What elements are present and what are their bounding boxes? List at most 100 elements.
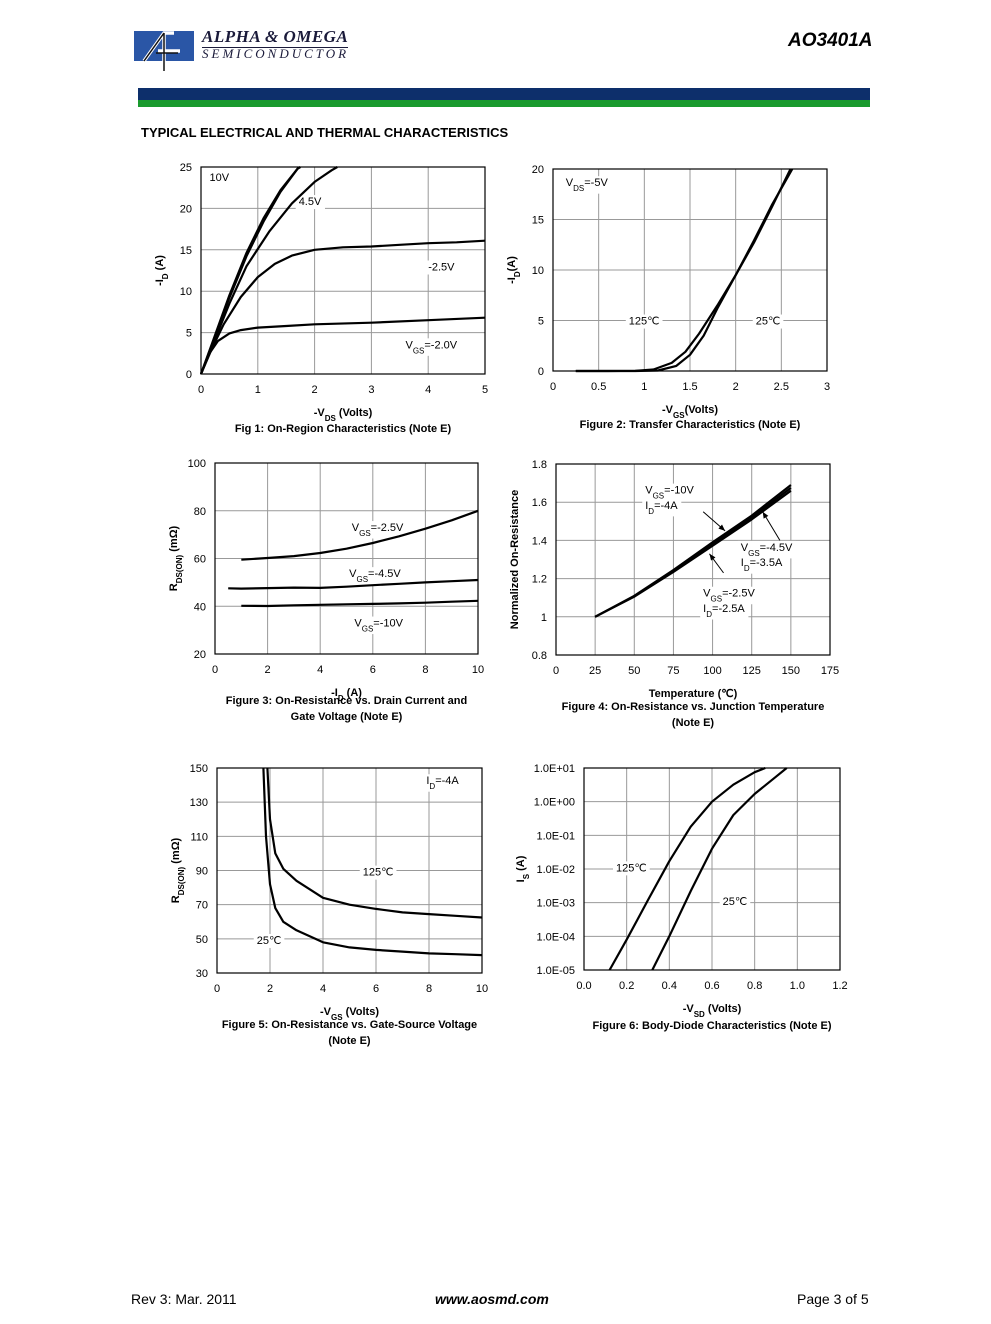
y-tick-label: 10 [180,286,192,298]
series-line-1 [266,767,483,919]
annotation-label: ID=-2.5A [703,603,745,619]
annotation-background [423,774,463,792]
y-tick-label: 0 [538,366,544,378]
figure-caption: Figure 4: On-Resistance vs. Junction Tem… [562,701,825,713]
y-tick-label: 15 [532,215,544,227]
y-tick-label: 100 [188,458,206,470]
y-tick-label: 1 [541,612,547,624]
annotation-label: VGS=-10V [645,485,694,501]
annotation-background [402,338,461,356]
x-tick-label: 25 [589,665,601,677]
annotation-label: 125℃ [363,867,394,879]
series-line-2 [575,168,794,373]
annotation-label: 25℃ [257,935,282,947]
x-tick-label: 3 [824,381,830,393]
alpha-omega-logo-icon [134,31,194,71]
y-tick-label: 90 [196,866,208,878]
y-tick-label: 1.0E-04 [536,931,575,943]
annotation-background [206,171,233,186]
annotation-background [719,895,751,910]
y-tick-label: 30 [196,968,208,980]
x-tick-label: 4 [320,983,326,995]
y-tick-label: 10 [532,265,544,277]
fig1-chart: 0 1 2 3 4 5 0 5 10 15 20 25 10V 4.5V -2.5V VGS=-2.0V -VD… [154,162,488,435]
y-tick-label: 70 [196,900,208,912]
x-tick-label: 50 [628,665,640,677]
annotations: 125℃ 25℃ [613,861,751,910]
arrow-head [718,524,726,531]
y-tick-label: 130 [190,797,208,809]
y-axis-label: RDS(ON) (mΩ) [168,525,184,591]
x-tick-label: 0.8 [747,980,762,992]
y-tick-label: 110 [190,831,208,843]
y-tick-label: 20 [180,203,192,215]
plot-frame [552,168,828,372]
x-tick-label: 0.4 [662,980,677,992]
y-tick-label: 0.8 [532,650,547,662]
annotation-background [700,602,749,620]
figure-caption: Figure 6: Body-Diode Characteristics (No… [593,1020,832,1032]
x-tick-label: 2 [265,664,271,676]
annotation-label: VGS=-4.5V [741,542,793,558]
y-tick-label: 20 [532,164,544,176]
annotation-label: 125℃ [629,316,660,328]
annotation-background [351,616,407,635]
x-tick-label: 0 [214,983,220,995]
figure-caption: Figure 2: Transfer Characteristics (Note… [580,419,801,431]
series-line-3 [594,489,792,618]
x-tick-label: 8 [426,983,432,995]
x-tick-label: 2 [312,384,318,396]
x-tick-label: 1 [641,381,647,393]
x-tick-label: 6 [370,664,376,676]
annotation-label: ID=-3.5A [741,557,783,573]
x-tick-label: 175 [821,665,839,677]
annotations: ID=-4A 125℃ 25℃ [253,774,463,948]
annotation-label: ID=-4A [426,775,459,791]
y-axis-label: -ID (A) [154,255,170,286]
annotation-label: 25℃ [756,316,781,328]
annotation-background [752,314,784,329]
x-axis-label: -VGS (Volts) [320,1006,379,1022]
fig5-chart: 0 2 4 6 8 10 30 50 70 90 110 130 150 ID=-4A 125℃ 25℃ -VG… [170,763,488,1047]
x-tick-label: 4 [425,384,431,396]
y-tick-label: 40 [194,601,206,613]
series-line-1 [608,766,766,971]
x-tick-label: 2 [733,381,739,393]
x-tick-label: 100 [703,665,721,677]
footer-revision: Rev 3: Mar. 2011 [131,1291,237,1307]
annotations: 10V 4.5V -2.5V VGS=-2.0V [206,171,461,356]
annotation-label: ID=-4A [645,500,678,516]
y-tick-label: 1.0E-02 [536,864,575,876]
annotation-background [737,540,797,559]
series-line-2 [228,578,479,590]
y-axis-label: IS (A) [515,855,531,882]
series-line-2 [651,767,788,971]
y-tick-label: 50 [196,934,208,946]
figure-caption: Figure 5: On-Resistance vs. Gate-Source … [222,1019,477,1031]
plot-frame [583,767,841,971]
footer-website[interactable]: www.aosmd.com [435,1291,549,1307]
y-tick-label: 1.4 [532,535,547,547]
company-logo [134,29,194,73]
series-line-2 [199,166,300,375]
x-tick-label: 2 [267,983,273,995]
x-tick-label: 5 [482,384,488,396]
series-line-4 [199,239,486,375]
x-tick-label: 0.5 [591,381,606,393]
figure-caption: (Note E) [328,1035,371,1047]
annotation-label: VGS=-4.5V [349,568,401,584]
x-tick-label: 75 [667,665,679,677]
x-tick-label: 125 [743,665,761,677]
figure-caption: (Note E) [672,717,715,729]
annotation-label: VGS=-2.0V [405,339,457,355]
y-tick-label: 25 [180,162,192,174]
y-tick-label: 1.2 [532,574,547,586]
annotation-background [642,483,698,502]
annotation-label: 4.5V [299,196,322,208]
annotation-label: VGS=-10V [354,618,403,634]
annotations: VGS=-2.5V VGS=-4.5V VGS=-10V [346,521,408,635]
x-tick-label: 150 [782,665,800,677]
y-tick-label: 1.0E-03 [536,898,575,910]
plot-frame [216,767,483,974]
